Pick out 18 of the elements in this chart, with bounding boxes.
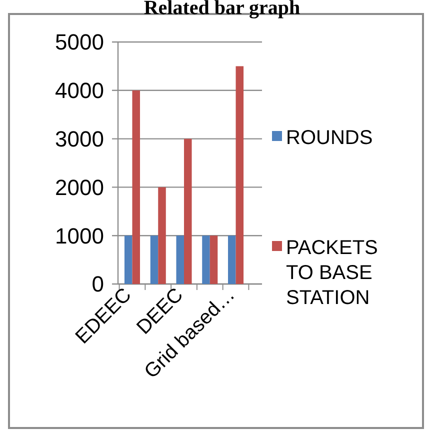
bar: [210, 236, 218, 284]
bar: [202, 236, 210, 284]
bar: [150, 236, 158, 284]
legend-label: PACKETS TO BASE STATION: [286, 237, 378, 309]
bar: [132, 90, 140, 284]
y-tick-label: 2000: [55, 174, 104, 200]
bar: [176, 236, 184, 284]
y-tick-label: 3000: [55, 126, 104, 152]
chart-title: Related bar graph: [144, 0, 300, 19]
bar: [184, 138, 192, 284]
bar: [228, 236, 236, 284]
y-tick-label: 4000: [55, 78, 104, 104]
legend-label: ROUNDS: [286, 127, 373, 149]
y-tick-label: 5000: [55, 30, 104, 55]
bar: [124, 236, 132, 284]
y-tick-label: 1000: [55, 223, 104, 248]
bar: [158, 187, 166, 284]
bar: [236, 66, 244, 284]
